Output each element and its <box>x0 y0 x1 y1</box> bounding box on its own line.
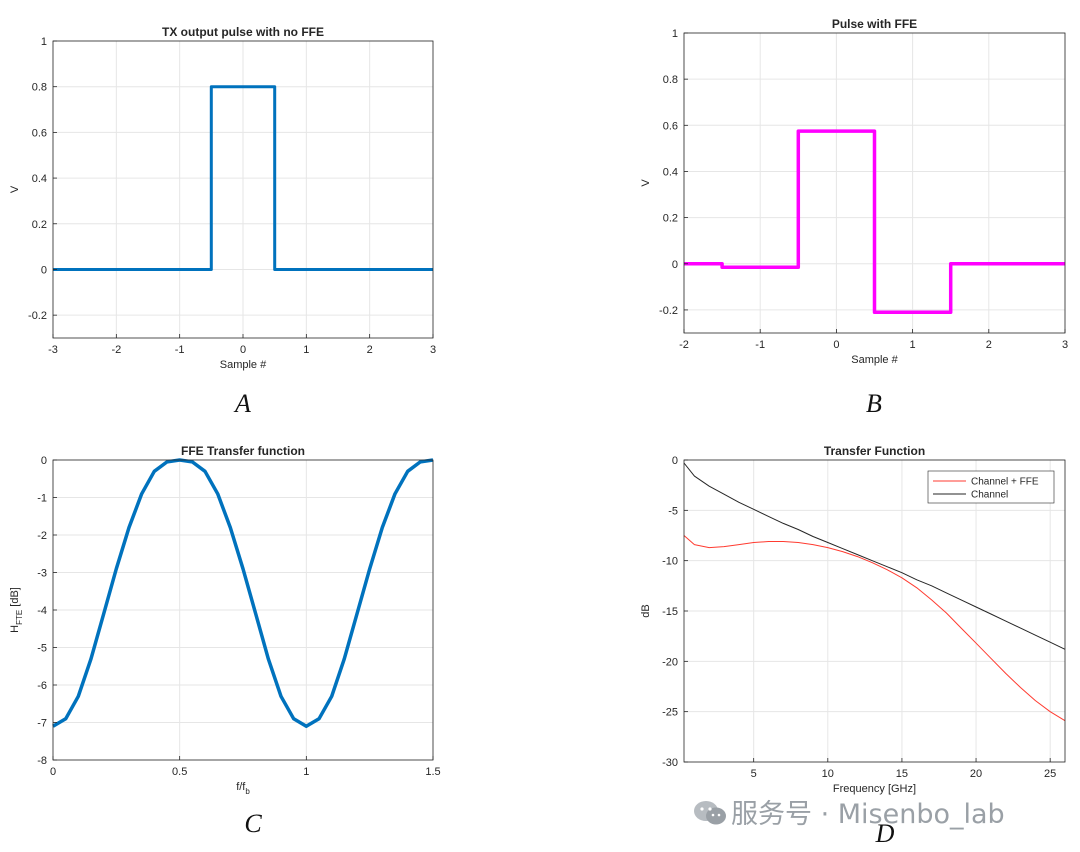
y-tick-label: -25 <box>662 707 678 719</box>
y-tick-label: 0.8 <box>32 82 47 94</box>
chart-title: Pulse with FFE <box>832 17 917 31</box>
y-tick-label: -0.2 <box>28 310 47 322</box>
legend-box <box>927 470 1055 504</box>
chart-2: -2 -1 0 1 2 3 -0.2 0 0.2 0.4 0.6 0.8 1 Pulse with FFE… <box>640 17 1068 418</box>
y-tick-label: 0.6 <box>32 127 47 139</box>
x-tick-label: 0 <box>240 344 246 356</box>
y-tick-label: -0.2 <box>659 305 678 317</box>
y-tick-label: -10 <box>662 556 678 568</box>
y-axis-label: V <box>9 185 21 193</box>
legend-entry: Channel <box>971 490 1008 501</box>
x-tick-label: 5 <box>751 768 757 780</box>
y-tick-label: 0.4 <box>32 173 47 185</box>
y-tick-label: 0 <box>672 455 678 467</box>
y-tick-label: -1 <box>37 493 47 505</box>
panel-caption: B <box>866 389 882 418</box>
y-tick-label: 0 <box>41 264 47 276</box>
series-line-1 <box>684 129 1065 314</box>
series-line-1 <box>53 85 433 271</box>
x-tick-label: -1 <box>755 339 765 351</box>
y-tick-label: -3 <box>37 568 47 580</box>
y-tick-label: -7 <box>37 718 47 730</box>
x-axis-label: Sample # <box>220 359 267 371</box>
y-tick-label: 0.6 <box>663 120 678 132</box>
panel-caption: D <box>875 819 895 848</box>
chart-4: 5 10 15 20 25 -30 -25 -20 -15 -10 -5 0 Transfer Func… <box>640 444 1066 848</box>
axes-frame <box>683 32 1066 334</box>
y-tick-label: -8 <box>37 755 47 767</box>
y-tick-label: 1 <box>41 36 47 48</box>
watermark: 服务号 · Misenbo_lab <box>693 792 1005 831</box>
x-tick-label: 1 <box>303 766 309 778</box>
y-tick-label: 1 <box>672 28 678 40</box>
y-tick-label: -15 <box>662 606 678 618</box>
series-line-1 <box>52 458 434 729</box>
panel-caption: A <box>233 389 251 418</box>
x-axis-label: Sample # <box>851 354 898 366</box>
chart-title: TX output pulse with no FFE <box>162 25 324 39</box>
x-tick-label: 0 <box>833 339 839 351</box>
watermark-text: 服务号 · Misenbo_lab <box>731 799 1005 830</box>
chart-title: Transfer Function <box>824 444 925 458</box>
x-tick-label: 0.5 <box>172 766 187 778</box>
legend: Channel + FFE Channel <box>927 470 1055 504</box>
chart-3: 0 0.5 1 1.5 -8 -7 -6 -5 -4 -3 -2 -1 0 FFE Transfer fu… <box>9 444 441 838</box>
y-tick-label: 0.2 <box>32 219 47 231</box>
x-tick-label: 2 <box>367 344 373 356</box>
y-tick-label: -6 <box>37 680 47 692</box>
y-axis-label: V <box>640 179 652 187</box>
x-tick-label: 15 <box>896 768 908 780</box>
x-tick-label: -3 <box>48 344 58 356</box>
x-tick-label: 10 <box>822 768 834 780</box>
x-tick-label: -2 <box>111 344 121 356</box>
x-tick-label: 25 <box>1044 768 1056 780</box>
y-tick-label: 0 <box>41 455 47 467</box>
y-tick-label: -5 <box>668 505 678 517</box>
chart-title: FFE Transfer function <box>181 444 305 458</box>
x-tick-label: 20 <box>970 768 982 780</box>
y-tick-label: 0 <box>672 259 678 271</box>
x-tick-label: 1 <box>303 344 309 356</box>
x-tick-label: -2 <box>679 339 689 351</box>
y-tick-label: -4 <box>37 605 47 617</box>
legend-entry: Channel + FFE <box>971 477 1039 488</box>
x-axis-label: Frequency [GHz] <box>833 783 916 795</box>
x-tick-label: 3 <box>1062 339 1068 351</box>
x-tick-label: 1.5 <box>425 766 440 778</box>
x-tick-label: 0 <box>50 766 56 778</box>
x-tick-label: 2 <box>986 339 992 351</box>
y-axis-label: HFTE [dB] <box>9 587 24 633</box>
x-tick-label: 3 <box>430 344 436 356</box>
chart-1: -3 -2 -1 0 1 2 3 -0.2 0 0.2 0.4 0.6 0.8 1 TX output pu… <box>9 25 436 418</box>
y-tick-label: 0.4 <box>663 166 678 178</box>
series-line-1 <box>683 535 1066 722</box>
y-tick-label: -20 <box>662 656 678 668</box>
y-axis-label: dB <box>640 604 652 617</box>
x-tick-label: 1 <box>910 339 916 351</box>
x-tick-label: -1 <box>175 344 185 356</box>
panel-caption: C <box>244 809 262 838</box>
y-tick-label: -5 <box>37 643 47 655</box>
x-axis-label: f/fb <box>236 781 250 796</box>
y-tick-label: 0.8 <box>663 74 678 86</box>
y-tick-label: -2 <box>37 530 47 542</box>
y-tick-label: -30 <box>662 757 678 769</box>
series-line-2 <box>683 462 1066 650</box>
y-tick-label: 0.2 <box>663 213 678 225</box>
wechat-logo-icon <box>694 801 726 825</box>
